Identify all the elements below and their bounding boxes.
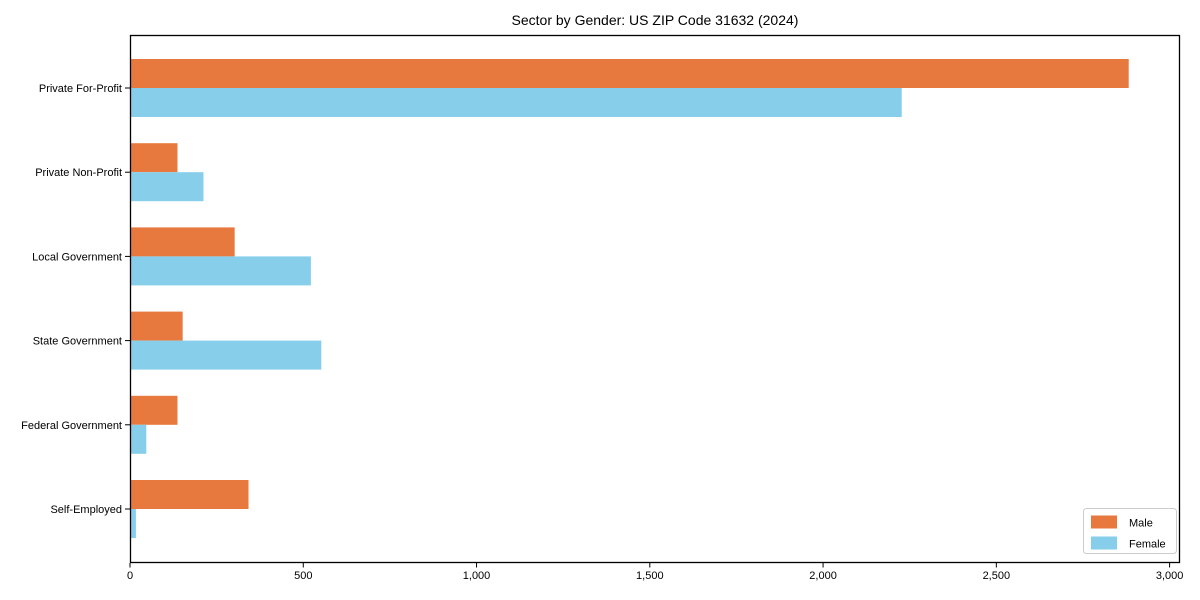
bar-female-federal-government <box>130 424 147 454</box>
legend: Male Female <box>1083 508 1177 554</box>
legend-swatch-male <box>1091 515 1117 529</box>
bar-female-self-employed <box>130 509 136 538</box>
x-tick-label-2500: 2,500 <box>983 570 1011 582</box>
y-tick-label-private-for-profit: Private For-Profit <box>39 83 122 95</box>
x-tick-label-2000: 2,000 <box>809 570 837 582</box>
chart-title: Sector by Gender: US ZIP Code 31632 (202… <box>511 12 799 28</box>
bar-male-self-employed <box>130 480 249 509</box>
bar-female-private-for-profit <box>130 88 902 117</box>
x-tick-label-1500: 1,500 <box>636 570 664 582</box>
x-tick-label-500: 500 <box>294 570 312 582</box>
y-tick-label-private-non-profit: Private Non-Profit <box>35 167 122 179</box>
plot-border <box>129 34 1181 564</box>
bar-female-local-government <box>130 256 311 286</box>
x-tick-label-3000: 3,000 <box>1156 570 1184 582</box>
bar-female-private-non-profit <box>130 172 204 202</box>
y-tick-label-state-government: State Government <box>33 336 122 348</box>
bar-female-state-government <box>130 340 322 370</box>
legend-swatch-female <box>1091 536 1117 550</box>
legend-label-male: Male <box>1129 518 1153 530</box>
y-tick-label-self-employed: Self-Employed <box>50 504 122 516</box>
x-tick-label-0: 0 <box>127 570 133 582</box>
bar-male-private-non-profit <box>130 143 178 173</box>
bar-male-state-government <box>130 311 183 341</box>
bar-male-local-government <box>130 227 235 257</box>
bar-male-federal-government <box>130 395 178 425</box>
x-tick-label-1000: 1,000 <box>463 570 491 582</box>
bar-male-private-for-profit <box>130 59 1129 88</box>
y-tick-label-federal-government: Federal Government <box>21 420 122 432</box>
y-tick-label-local-government: Local Government <box>32 251 122 263</box>
legend-label-female: Female <box>1129 539 1166 551</box>
